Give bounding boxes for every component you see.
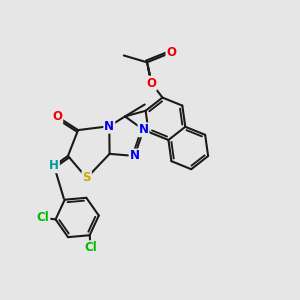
Text: O: O <box>52 110 62 123</box>
Text: Cl: Cl <box>84 241 97 254</box>
Text: N: N <box>104 120 114 133</box>
Text: S: S <box>82 171 91 184</box>
Text: N: N <box>139 123 148 136</box>
Text: O: O <box>167 46 176 59</box>
Text: O: O <box>146 76 157 90</box>
Text: N: N <box>130 149 140 162</box>
Text: Cl: Cl <box>37 212 50 224</box>
Text: H: H <box>49 159 59 172</box>
